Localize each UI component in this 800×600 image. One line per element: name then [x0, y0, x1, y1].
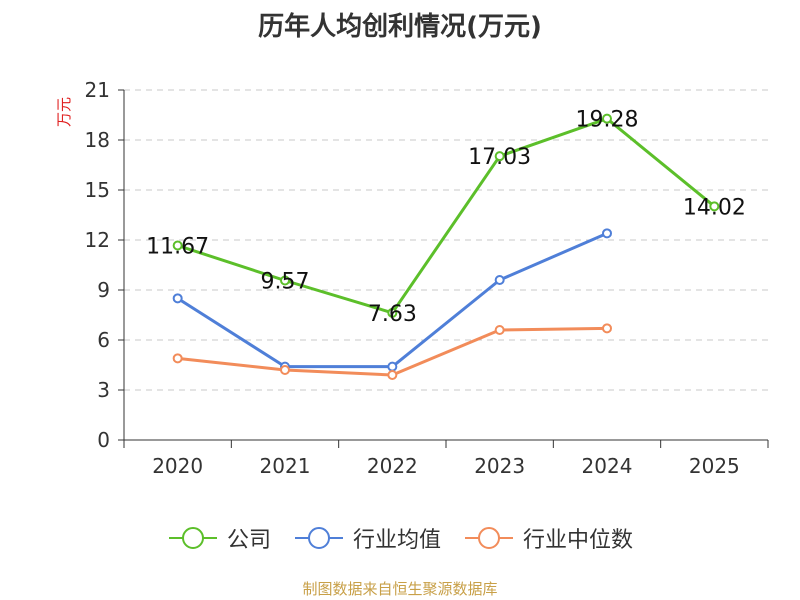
x-tick-label-2022: 2022: [367, 454, 418, 478]
data-label-2020: 11.67: [146, 235, 209, 260]
data-label-2021: 9.57: [261, 270, 310, 295]
chart-title: 历年人均创利情况(万元): [258, 12, 542, 42]
data-point-2-2021: [280, 365, 290, 375]
legend-marker-industry-average: [294, 527, 343, 549]
y-tick-label-15: 15: [85, 178, 110, 202]
gridlines: [124, 89, 768, 391]
y-tick-label-12: 12: [85, 228, 110, 252]
series-line-1: [176, 231, 608, 369]
data-point-2-2020: [172, 353, 183, 364]
data-labels: 11.67 9.57 7.63 17.03 19.28 14.02: [146, 108, 746, 327]
y-tick-label-18: 18: [85, 128, 110, 152]
data-point-1-2023: [494, 275, 505, 285]
data-label-2023: 17.03: [468, 145, 531, 170]
data-source-note: 制图数据来自恒生聚源数据库: [302, 580, 498, 598]
legend-item-industry-median[interactable]: 行业中位数: [463, 522, 633, 554]
data-label-2022: 7.63: [368, 302, 417, 327]
data-point-0-2021: [280, 275, 290, 286]
x-tick-label-2021: 2021: [260, 454, 311, 478]
series-lines: [172, 113, 720, 380]
data-point-0-2025: [709, 201, 720, 212]
x-tick-label-2024: 2024: [582, 454, 633, 478]
data-point-2-2022: [387, 370, 398, 380]
y-tick-label-0: 0: [97, 428, 110, 452]
legend-marker-industry-median: [465, 527, 513, 549]
legend-marker-company: [168, 527, 217, 549]
x-tick-label-2020: 2020: [152, 454, 203, 478]
data-point-2-2024: [602, 323, 612, 334]
data-point-2-2023: [494, 325, 505, 335]
legend-label-industry-median: 行业中位数: [523, 528, 634, 553]
series-line-0: [177, 117, 716, 315]
data-label-2025: 14.02: [683, 195, 746, 220]
y-tick-label-21: 21: [85, 78, 110, 102]
data-point-1-2020: [172, 293, 183, 304]
x-tick-label-2025: 2025: [689, 454, 740, 478]
data-point-0-2024: [602, 113, 612, 124]
axes: 0 3 6 9 12 15 18 21 2020 2021 2022 2023 2024 2025: [85, 78, 769, 478]
data-point-0-2020: [172, 240, 183, 251]
data-point-0-2022: [387, 307, 398, 318]
y-tick-label-3: 3: [97, 378, 110, 402]
y-tick-label-9: 9: [97, 278, 110, 302]
legend: 公司 行业均值 行业中位数: [0, 518, 800, 558]
legend-item-industry-average[interactable]: 行业均值: [293, 522, 441, 554]
legend-label-industry-average: 行业均值: [352, 528, 441, 553]
legend-item-company[interactable]: 公司: [167, 522, 271, 554]
x-tick-label-2023: 2023: [474, 454, 525, 478]
legend-label-company: 公司: [226, 528, 271, 553]
data-point-0-2023: [494, 151, 505, 162]
y-tick-label-6: 6: [97, 328, 110, 352]
data-point-1-2022: [387, 361, 398, 372]
data-label-2024: 19.28: [576, 108, 639, 133]
data-point-1-2024: [602, 228, 612, 239]
